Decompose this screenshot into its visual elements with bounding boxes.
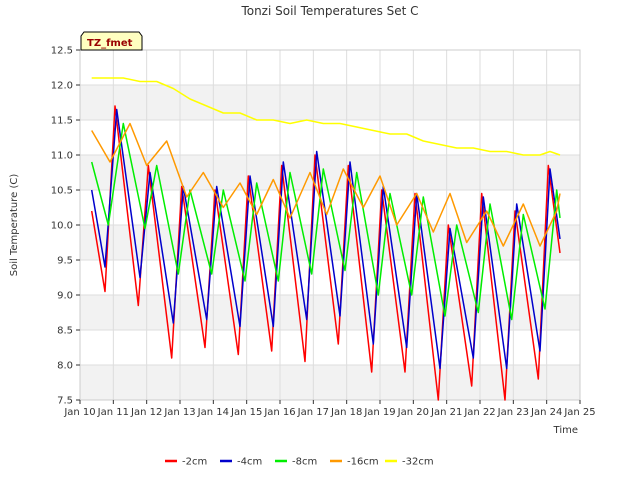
legend-label-8cm: -8cm — [292, 457, 317, 468]
x-tick-label: Jan 19 — [363, 407, 395, 418]
series-line-2cm — [90, 105, 561, 401]
y-tick-label: 7.5 — [57, 396, 73, 407]
series-line-32cm — [91, 77, 561, 156]
legend-label-2cm: -2cm — [182, 457, 207, 468]
x-tick-label: Jan 21 — [430, 407, 462, 418]
legend-label-32cm: -32cm — [402, 457, 434, 468]
y-tick-label: 12.5 — [51, 46, 73, 57]
y-tick-label: 9.0 — [57, 291, 73, 302]
x-tick-label: Jan 14 — [197, 407, 229, 418]
background-bands — [80, 85, 580, 400]
background-band — [80, 85, 580, 120]
y-tick-label: 12.0 — [51, 81, 73, 92]
y-tick-label: 9.5 — [57, 256, 73, 267]
x-tick-label: Jan 17 — [297, 407, 329, 418]
background-band — [80, 295, 580, 330]
background-band — [80, 155, 580, 190]
x-axis-label: Time — [553, 425, 578, 436]
annotation-tag: TZ_fmet — [80, 31, 143, 51]
y-tick-label: 11.0 — [51, 151, 73, 162]
x-tick-label: Jan 24 — [530, 407, 562, 418]
y-tick-label: 11.5 — [51, 116, 73, 127]
annotation-text: TZ_fmet — [87, 38, 133, 49]
y-axis-label: Soil Temperature (C) — [9, 174, 20, 277]
x-tick-label: Jan 22 — [463, 407, 495, 418]
legend: -2cm -4cm -8cm -16cm -32cm — [165, 457, 434, 468]
x-tick-label: Jan 15 — [230, 407, 262, 418]
x-tick-label: Jan 25 — [563, 407, 595, 418]
legend-label-4cm: -4cm — [237, 457, 262, 468]
x-tick-label: Jan 18 — [330, 407, 362, 418]
y-tick-label: 8.5 — [57, 326, 73, 337]
x-tick-label: Jan 11 — [97, 407, 129, 418]
x-tick-label: Jan 23 — [497, 407, 529, 418]
legend-label-16cm: -16cm — [347, 457, 379, 468]
y-tick-label: 10.0 — [51, 221, 73, 232]
y-tick-label: 10.5 — [51, 186, 73, 197]
x-tick-label: Jan 12 — [130, 407, 162, 418]
x-axis-ticks: Jan 10 Jan 11 Jan 12 Jan 13 Jan 14 Jan 15 Jan … — [63, 400, 596, 418]
chart-title: Tonzi Soil Temperatures Set C — [240, 4, 418, 18]
y-axis-ticks: 7.5 8.0 8.5 9.0 9.5 10.0 10.5 11.0 11.5 12.0 12.5 — [51, 46, 80, 407]
series-lines — [90, 77, 561, 401]
series-line-16cm — [91, 122, 561, 247]
x-tick-label: Jan 16 — [263, 407, 295, 418]
series-line-8cm — [90, 122, 561, 321]
background-band — [80, 365, 580, 400]
x-tick-label: Jan 10 — [63, 407, 95, 418]
x-tick-label: Jan 13 — [163, 407, 195, 418]
x-tick-label: Jan 20 — [397, 407, 429, 418]
y-tick-label: 8.0 — [57, 361, 73, 372]
